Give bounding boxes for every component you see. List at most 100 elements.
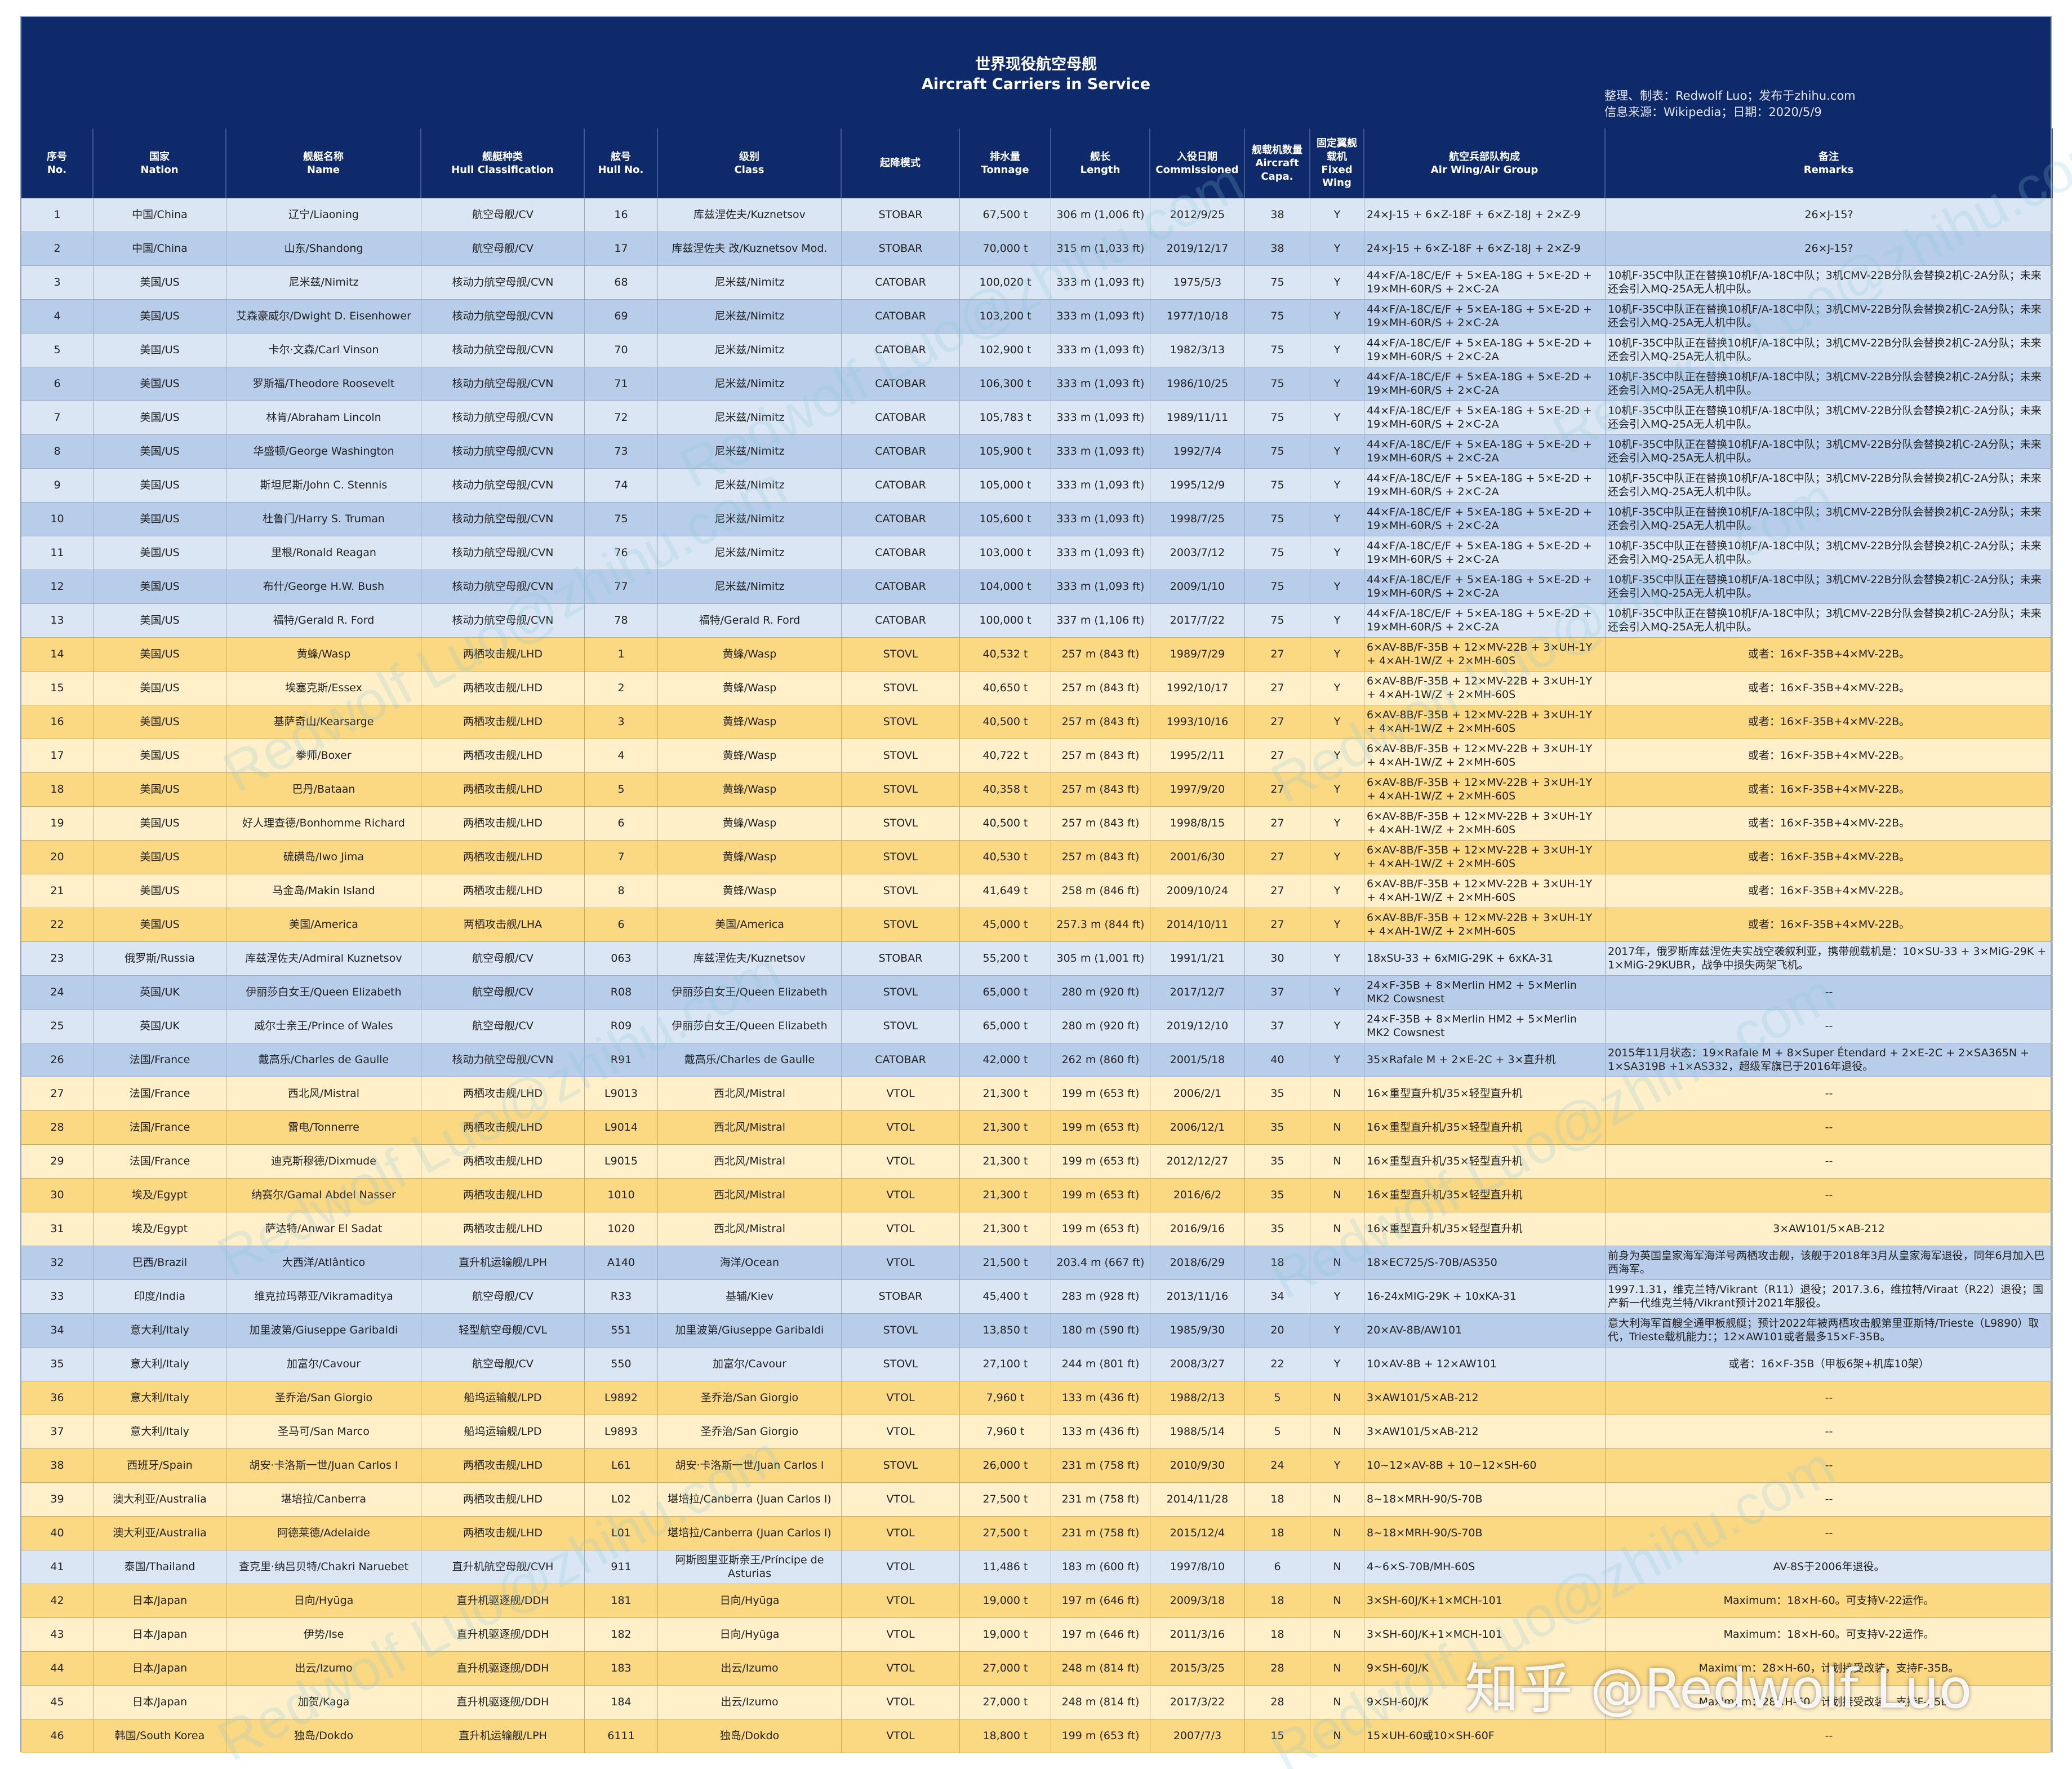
table-row: 30 埃及/Egypt 纳赛尔/Gamal Abdel Nasser 两栖攻击舰/LH… — [21, 1179, 2053, 1212]
cell-ship-name: 罗斯福/Theodore Roosevelt — [226, 367, 421, 401]
cell-ship-name: 硫磺岛/Iwo Jima — [226, 841, 421, 874]
cell-tonnage: 70,000 t — [960, 232, 1051, 265]
cell-nation: 美国/US — [94, 773, 226, 806]
cell-class: 尼米兹/Nimitz — [658, 536, 842, 570]
cell-ship-name: 戴高乐/Charles de Gaulle — [226, 1043, 421, 1077]
cell-remarks: 10机F-35C中队正在替换10机F/A-18C中队；3机CMV-22B分队会替… — [1606, 536, 2053, 570]
cell-tonnage: 55,200 t — [960, 942, 1051, 975]
header-air-wing-zh: 航空兵部队构成 — [1449, 150, 1520, 163]
table-row: 31 埃及/Egypt 萨达特/Anwar El Sadat 两栖攻击舰/LHD 102… — [21, 1212, 2053, 1246]
cell-class: 日向/Hyūga — [658, 1618, 842, 1651]
cell-commissioned: 1989/11/11 — [1150, 401, 1245, 434]
cell-ship-name: 里根/Ronald Reagan — [226, 536, 421, 570]
cell-air-wing: 18×EC725/S-70B/AS350 — [1364, 1246, 1606, 1279]
cell-hull-class: 核动力航空母舰/CVN — [421, 300, 585, 333]
cell-tonnage: 103,200 t — [960, 300, 1051, 333]
cell-remarks: 或者：16×F-35B+4×MV-22B。 — [1606, 739, 2053, 772]
cell-class: 尼米兹/Nimitz — [658, 367, 842, 401]
cell-fixed-wing: Y — [1310, 1010, 1364, 1043]
cell-hull-no: 1010 — [585, 1179, 658, 1212]
cell-fixed-wing: Y — [1310, 807, 1364, 840]
cell-launch-mode: CATOBAR — [842, 300, 960, 333]
cell-class: 尼米兹/Nimitz — [658, 469, 842, 502]
cell-launch-mode: STOBAR — [842, 1280, 960, 1313]
cell-launch-mode: CATOBAR — [842, 604, 960, 637]
cell-fixed-wing: Y — [1310, 773, 1364, 806]
table-row: 7 美国/US 林肯/Abraham Lincoln 核动力航空母舰/CVN 72 尼米兹… — [21, 401, 2053, 435]
cell-hull-class: 核动力航空母舰/CVN — [421, 401, 585, 434]
cell-aircraft-capacity: 75 — [1245, 536, 1310, 570]
cell-remarks: 或者：16×F-35B+4×MV-22B。 — [1606, 773, 2053, 806]
cell-launch-mode: VTOL — [842, 1179, 960, 1212]
header-remarks-zh: 备注 — [1818, 150, 1839, 163]
cell-tonnage: 13,850 t — [960, 1314, 1051, 1347]
cell-air-wing: 16×重型直升机/35×轻型直升机 — [1364, 1212, 1606, 1246]
table-row: 37 意大利/Italy 圣马可/San Marco 船坞运输舰/LPD L9893 圣乔… — [21, 1415, 2053, 1449]
cell-nation: 美国/US — [94, 435, 226, 468]
table-row: 44 日本/Japan 出云/Izumo 直升机驱逐舰/DDH 183 出云/Izumo V… — [21, 1652, 2053, 1686]
cell-fixed-wing: N — [1310, 1584, 1364, 1617]
table-row: 6 美国/US 罗斯福/Theodore Roosevelt 核动力航空母舰/CVN 7… — [21, 367, 2053, 401]
cell-class: 圣乔治/San Giorgio — [658, 1381, 842, 1415]
cell-commissioned: 1985/9/30 — [1150, 1314, 1245, 1347]
header-tonnage-en: Tonnage — [981, 164, 1029, 176]
header-length-en: Length — [1080, 164, 1121, 176]
table-row: 13 美国/US 福特/Gerald R. Ford 核动力航空母舰/CVN 78 福特/… — [21, 604, 2053, 638]
cell-commissioned: 1992/7/4 — [1150, 435, 1245, 468]
cell-hull-no: 4 — [585, 739, 658, 772]
cell-hull-no: 74 — [585, 469, 658, 502]
cell-hull-no: 72 — [585, 401, 658, 434]
cell-ship-name: 胡安·卡洛斯一世/Juan Carlos I — [226, 1449, 421, 1482]
header-commissioned-en: Commissioned — [1155, 164, 1239, 176]
cell-commissioned: 1995/2/11 — [1150, 739, 1245, 772]
cell-remarks: 10机F-35C中队正在替换10机F/A-18C中队；3机CMV-22B分队会替… — [1606, 334, 2053, 367]
cell-remarks: -- — [1606, 1179, 2053, 1212]
cell-hull-no: L9013 — [585, 1077, 658, 1110]
cell-length: 257 m (843 ft) — [1051, 739, 1150, 772]
cell-ship-name: 加贺/Kaga — [226, 1686, 421, 1719]
cell-no: 17 — [21, 739, 94, 772]
cell-hull-class: 核动力航空母舰/CVN — [421, 266, 585, 299]
cell-ship-name: 雷电/Tonnerre — [226, 1111, 421, 1144]
cell-length: 280 m (920 ft) — [1051, 1010, 1150, 1043]
cell-commissioned: 1997/9/20 — [1150, 773, 1245, 806]
cell-remarks: -- — [1606, 1719, 2053, 1753]
cell-nation: 美国/US — [94, 638, 226, 671]
cell-fixed-wing: N — [1310, 1415, 1364, 1448]
table-header-row: 序号 No. 国家 Nation 舰艇名称 Name 舰艇种类 Hull Classifica… — [21, 128, 2053, 198]
header-no-en: No. — [47, 164, 67, 176]
cell-launch-mode: STOVL — [842, 807, 960, 840]
cell-length: 203.4 m (667 ft) — [1051, 1246, 1150, 1279]
table-row: 43 日本/Japan 伊势/Ise 直升机驱逐舰/DDH 182 日向/Hyūga VTO… — [21, 1618, 2053, 1652]
cell-hull-class: 直升机驱逐舰/DDH — [421, 1652, 585, 1685]
cell-aircraft-capacity: 27 — [1245, 841, 1310, 874]
cell-launch-mode: CATOBAR — [842, 469, 960, 502]
cell-hull-class: 两栖攻击舰/LHD — [421, 705, 585, 739]
cell-length: 244 m (801 ft) — [1051, 1348, 1150, 1381]
cell-hull-no: 71 — [585, 367, 658, 401]
cell-remarks: 前身为英国皇家海军海洋号两栖攻击舰，该舰于2018年3月从皇家海军退役，同年6月… — [1606, 1246, 2053, 1279]
cell-remarks: 10机F-35C中队正在替换10机F/A-18C中队；3机CMV-22B分队会替… — [1606, 469, 2053, 502]
cell-hull-no: 78 — [585, 604, 658, 637]
cell-ship-name: 黄蜂/Wasp — [226, 638, 421, 671]
cell-commissioned: 2003/7/12 — [1150, 536, 1245, 570]
cell-nation: 美国/US — [94, 672, 226, 705]
cell-remarks: 10机F-35C中队正在替换10机F/A-18C中队；3机CMV-22B分队会替… — [1606, 503, 2053, 536]
cell-length: 197 m (646 ft) — [1051, 1584, 1150, 1617]
cell-tonnage: 40,532 t — [960, 638, 1051, 671]
cell-fixed-wing: Y — [1310, 705, 1364, 739]
cell-aircraft-capacity: 18 — [1245, 1584, 1310, 1617]
cell-nation: 美国/US — [94, 841, 226, 874]
cell-remarks: 2017年，俄罗斯库兹涅佐夫实战空袭叙利亚，携带舰载机是：10×SU-33 + … — [1606, 942, 2053, 975]
cell-hull-class: 核动力航空母舰/CVN — [421, 367, 585, 401]
cell-fixed-wing: N — [1310, 1652, 1364, 1685]
cell-length: 183 m (600 ft) — [1051, 1550, 1150, 1584]
cell-no: 36 — [21, 1381, 94, 1415]
cell-length: 231 m (758 ft) — [1051, 1449, 1150, 1482]
cell-fixed-wing: N — [1310, 1381, 1364, 1415]
cell-class: 黄蜂/Wasp — [658, 874, 842, 908]
cell-fixed-wing: Y — [1310, 570, 1364, 603]
table-row: 15 美国/US 埃塞克斯/Essex 两栖攻击舰/LHD 2 黄蜂/Wasp STOVL 4… — [21, 672, 2053, 705]
cell-length: 199 m (653 ft) — [1051, 1179, 1150, 1212]
header-commissioned-zh: 入役日期 — [1177, 150, 1217, 163]
